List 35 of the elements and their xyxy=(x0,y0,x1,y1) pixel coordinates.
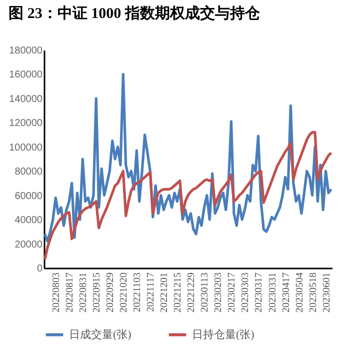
x-tick-label: 20230303 xyxy=(240,272,252,312)
x-tick-label: 20230417 xyxy=(280,272,292,312)
x-tick-label: 20221117 xyxy=(146,272,157,312)
x-tick-label: 20221229 xyxy=(186,272,198,312)
y-tick-label: 0 xyxy=(36,264,43,274)
line-series xyxy=(44,131,332,261)
y-tick-label: 180000 xyxy=(9,46,43,56)
legend-label: 日持仓量(张) xyxy=(192,328,255,341)
x-tick-label: 20230317 xyxy=(254,272,265,312)
chart-title: 图 23：中证 1000 指数期权成交与持仓 xyxy=(8,4,261,22)
x-tick-label: 20230331 xyxy=(267,272,278,312)
x-tick-label: 20220831 xyxy=(78,272,90,312)
x-tick-label: 20230203 xyxy=(213,272,224,312)
legend-label: 日成交量(张) xyxy=(69,328,132,341)
x-tick-label: 20221201 xyxy=(159,272,170,312)
x-tick-label: 20230601 xyxy=(321,272,332,312)
x-tick-label: 20230504 xyxy=(294,272,306,312)
x-tick-label: 20220817 xyxy=(64,272,76,312)
y-tick-label: 60000 xyxy=(14,190,43,202)
x-tick-label: 20221215 xyxy=(172,272,184,312)
x-tick-label: 20220929 xyxy=(105,272,116,312)
y-tick-label: 140000 xyxy=(9,94,43,105)
y-tick-label: 80000 xyxy=(14,166,43,178)
x-tick-label: 20230518 xyxy=(308,272,319,312)
x-tick-label: 20220915 xyxy=(92,272,103,312)
x-tick-label: 20230113 xyxy=(200,272,211,312)
y-tick-label: 120000 xyxy=(9,118,43,130)
x-tick-label: 20221020 xyxy=(118,272,130,312)
x-tick-label: 20220803 xyxy=(51,272,62,312)
y-tick-label: 20000 xyxy=(14,239,43,250)
y-tick-label: 160000 xyxy=(9,70,43,81)
y-tick-label: 40000 xyxy=(14,215,43,226)
y-tick-label: 100000 xyxy=(9,142,43,154)
x-tick-label: 20221103 xyxy=(132,272,144,312)
x-tick-label: 20230217 xyxy=(226,272,238,312)
